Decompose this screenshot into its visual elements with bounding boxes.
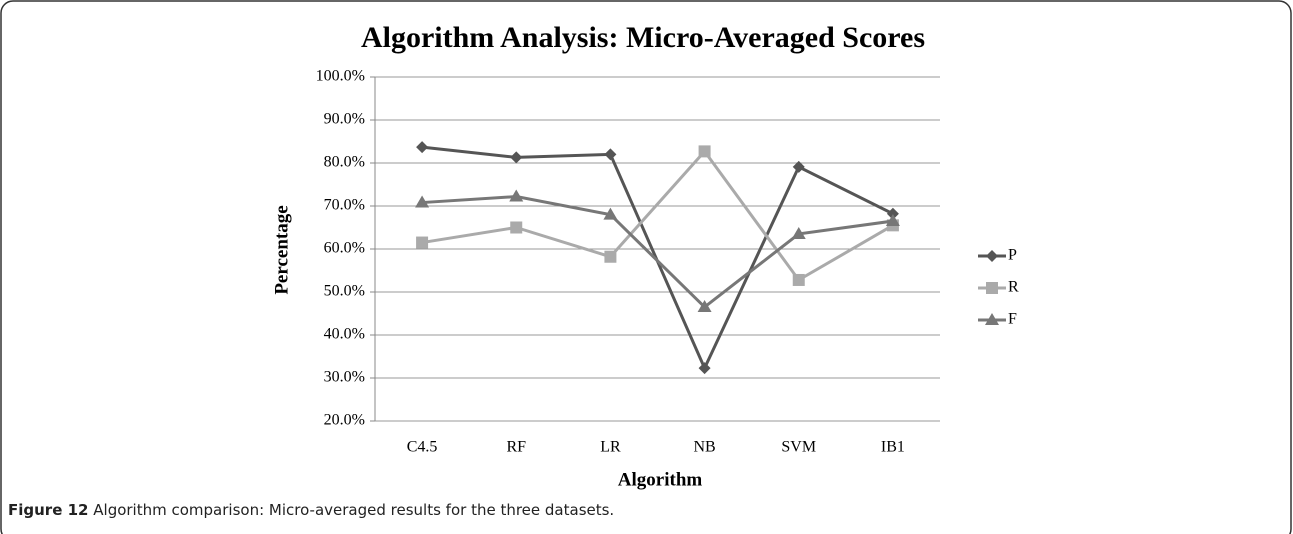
x-tick-label: IB1 xyxy=(881,439,905,456)
y-tick-label: 70.0% xyxy=(324,197,365,214)
series-line xyxy=(421,195,894,310)
series-line xyxy=(421,149,894,282)
legend-marker xyxy=(986,282,998,294)
legend-marker xyxy=(985,313,999,325)
x-tick-label: C4.5 xyxy=(407,439,438,456)
point xyxy=(698,362,711,375)
caption-text: Algorithm comparison: Micro-averaged res… xyxy=(93,501,614,519)
chart-title: Algorithm Analysis: Micro-Averaged Score… xyxy=(361,21,925,54)
y-tick-label: 40.0% xyxy=(324,326,365,343)
x-tick-label: RF xyxy=(506,439,526,456)
y-tick-label: 60.0% xyxy=(324,240,365,257)
point xyxy=(604,148,617,161)
legend-label: P xyxy=(1008,247,1017,264)
y-tick-label: 100.0% xyxy=(316,68,365,85)
caption: Figure 12 Algorithm comparison: Micro-av… xyxy=(8,501,614,519)
point xyxy=(603,207,618,220)
point xyxy=(886,207,899,220)
point xyxy=(698,145,711,158)
point xyxy=(416,141,429,154)
point xyxy=(792,160,805,173)
legend-label: F xyxy=(1008,311,1017,328)
y-axis-label: Percentage xyxy=(271,205,292,294)
point xyxy=(885,214,900,227)
x-tick-label: NB xyxy=(693,439,715,456)
point xyxy=(510,151,523,164)
legend-marker xyxy=(986,250,998,262)
y-tick-label: 50.0% xyxy=(324,283,365,300)
x-axis-label: Algorithm xyxy=(618,469,703,490)
x-tick-label: SVM xyxy=(781,439,816,456)
point xyxy=(510,221,523,234)
y-tick-label: 20.0% xyxy=(324,412,365,429)
caption-label: Figure 12 xyxy=(8,501,88,519)
point xyxy=(697,300,712,313)
point xyxy=(509,189,524,202)
point xyxy=(791,226,806,239)
point xyxy=(415,195,430,208)
x-tick-label: LR xyxy=(600,439,621,456)
point xyxy=(792,273,805,286)
y-tick-label: 30.0% xyxy=(324,369,365,386)
point xyxy=(416,236,429,249)
legend-label: R xyxy=(1008,279,1019,296)
y-tick-label: 90.0% xyxy=(324,111,365,128)
point xyxy=(604,250,617,263)
y-tick-label: 80.0% xyxy=(324,154,365,171)
